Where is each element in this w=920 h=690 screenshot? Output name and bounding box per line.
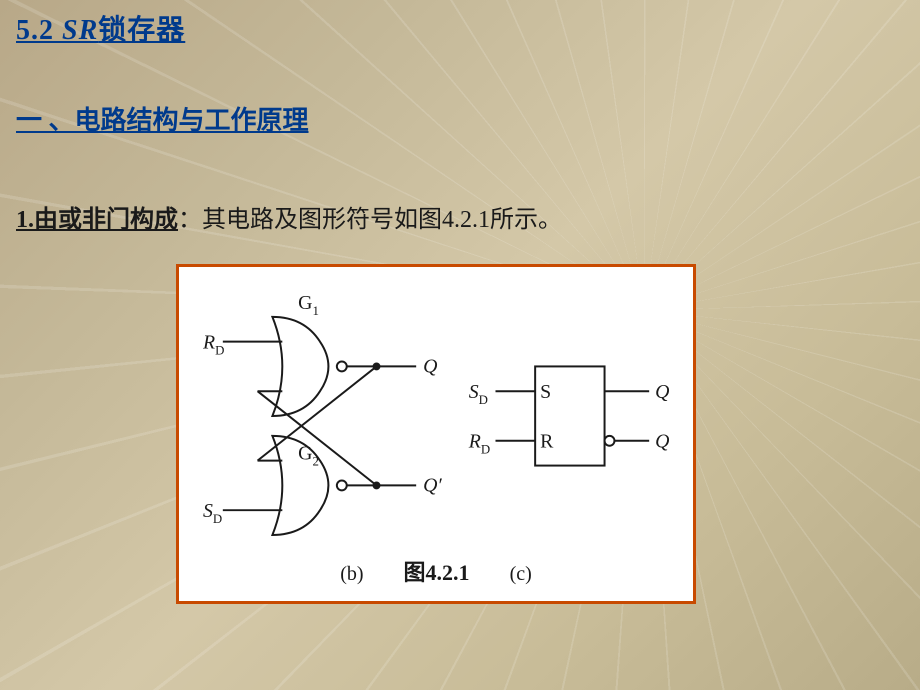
g2-sub: 2 <box>312 455 318 469</box>
svg-text:G1: G1 <box>298 292 319 318</box>
paragraph: 1.由或非门构成：其电路及图形符号如图4.2.1所示。 <box>16 199 904 234</box>
svg-text:G2: G2 <box>298 443 319 469</box>
svg-text:RD: RD <box>468 431 490 457</box>
sd-sub: D <box>213 512 222 526</box>
g1-sub: 1 <box>312 304 318 318</box>
title-rest: 锁存器 <box>98 15 185 46</box>
sym-sd-sub: D <box>479 393 488 407</box>
rd-sub: D <box>215 344 224 358</box>
sym-rd: R <box>468 431 481 453</box>
para-lead: 1.由或非门构成 <box>16 207 178 233</box>
caption-label: 图4.2.1 <box>404 555 470 587</box>
circuit-diagram: G1 RD Q G2 <box>203 281 669 551</box>
svg-text:SD: SD <box>469 381 488 407</box>
g1-label: G <box>298 292 312 314</box>
caption-b: (b) <box>340 563 363 586</box>
g2-label: G <box>298 443 312 465</box>
sym-rd-sub: D <box>481 443 490 457</box>
sym-s: S <box>540 381 551 403</box>
title-prefix: 5.2 <box>16 15 62 46</box>
title-italic: SR <box>62 15 98 46</box>
q-label: Q <box>423 355 437 377</box>
slide-subtitle: 一 、电路结构与工作原理 <box>16 100 904 137</box>
slide-content: 5.2 SR锁存器 一 、电路结构与工作原理 1.由或非门构成：其电路及图形符号… <box>0 0 920 612</box>
sym-q: Q <box>655 381 669 403</box>
sym-qp: Q′ <box>655 431 669 453</box>
svg-text:SD: SD <box>203 500 222 526</box>
sd-label: S <box>203 500 213 522</box>
para-rest: ：其电路及图形符号如图4.2.1所示。 <box>178 207 562 233</box>
figure-box: G1 RD Q G2 <box>176 264 696 604</box>
sym-r: R <box>540 431 554 453</box>
slide-title: 5.2 SR锁存器 <box>16 8 904 48</box>
figure-caption: (b) 图4.2.1 (c) <box>203 555 669 587</box>
caption-c: (c) <box>510 563 532 586</box>
sym-sd: S <box>469 381 479 403</box>
qp-label: Q′ <box>423 474 442 496</box>
svg-text:RD: RD <box>203 332 224 358</box>
rd-label: R <box>203 332 215 354</box>
